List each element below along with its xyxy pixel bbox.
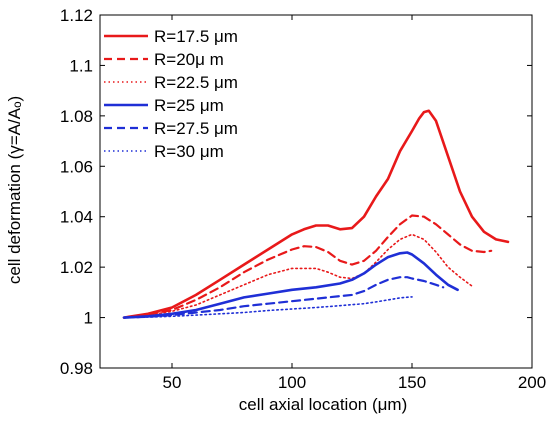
y-tick-label: 1.06 (60, 157, 93, 176)
series-line-6 (123, 296, 413, 319)
y-axis-label: cell deformation (γ=A/Aₒ) (5, 96, 24, 284)
axes-layer (99, 14, 533, 369)
y-tick-label: 0.98 (60, 359, 93, 378)
x-tick-label: 150 (398, 373, 426, 392)
series-line-4 (122, 251, 459, 319)
series-line-5 (122, 276, 445, 319)
x-tick-label: 100 (278, 373, 306, 392)
y-tick-label: 1.12 (60, 6, 93, 25)
legend-label-5: R=27.5 μm (154, 119, 238, 138)
axes-frame (99, 14, 533, 369)
legend: R=17.5 μm R=20μ m R=22.5 μm R=25 μm R=27.5 μ… (104, 27, 238, 161)
legend-label-6: R=30 μm (154, 142, 224, 161)
legend-label-4: R=25 μm (154, 96, 224, 115)
legend-label-3: R=22.5 μm (154, 73, 238, 92)
legend-label-2: R=20μ m (154, 50, 224, 69)
x-tick-label: 200 (518, 373, 546, 392)
y-tick-label: 1 (84, 309, 93, 328)
series-line-1 (122, 109, 510, 319)
y-tick-label: 1.02 (60, 258, 93, 277)
y-tick-label: 1.04 (60, 208, 93, 227)
tick-labels: 50 100 150 200 0.98 1 1.02 1.04 1.06 1.08 1.1 1.12 (60, 6, 546, 392)
series-line-3 (123, 233, 473, 319)
y-tick-label: 1.1 (69, 56, 93, 75)
series-layer (122, 109, 510, 319)
y-tick-label: 1.08 (60, 107, 93, 126)
x-tick-label: 50 (163, 373, 182, 392)
series-line-2 (122, 214, 493, 319)
x-axis-label: cell axial location (μm) (239, 395, 408, 414)
legend-label-1: R=17.5 μm (154, 27, 238, 46)
